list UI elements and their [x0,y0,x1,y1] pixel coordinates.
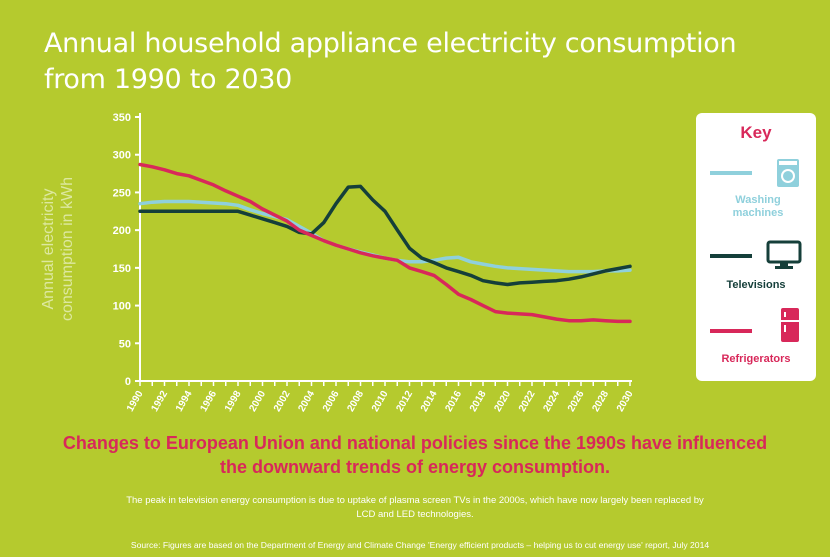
legend-swatch-televisions [710,254,752,258]
x-tick-label: 2028 [590,389,611,414]
x-tick-label: 2004 [296,389,317,414]
x-tick-label: 1992 [149,389,170,414]
y-tick-label: 0 [125,376,131,388]
x-tick-label: 2022 [517,389,538,414]
x-tick-label: 2018 [468,389,489,414]
washing-machine-icon [777,159,799,187]
chart-title: Annual household appliance electricity c… [44,28,737,95]
refrigerator-icon [781,308,799,342]
x-tick-label: 1990 [125,389,146,414]
x-tick-label: 2016 [443,389,464,414]
y-tick-label: 300 [113,150,131,162]
x-tick-label: 2008 [345,389,366,414]
series-line-televisions [138,184,632,287]
headline: Changes to European Union and national p… [62,433,768,477]
y-tick-label: 100 [113,301,131,313]
x-tick-label: 2020 [492,389,513,414]
legend-swatch-washing-machines [710,171,752,175]
x-tick-label: 2030 [615,389,636,414]
legend-swatch-refrigerators [710,329,752,333]
x-tick-label: 2026 [566,389,587,414]
legend: Key Washing machines Televisions Refrige… [696,113,816,381]
x-tick-label: 2002 [272,389,293,414]
x-tick-label: 1994 [174,389,195,414]
x-tick-label: 2014 [419,389,440,414]
y-tick-label: 150 [113,263,131,275]
y-tick-label: 50 [119,338,131,350]
television-icon [766,240,802,269]
footnote: The peak in television energy consumptio… [126,495,704,520]
source-note: Source: Figures are based on the Departm… [130,540,710,550]
series-line-refrigerators [138,162,632,324]
x-tick-label: 1996 [198,389,219,414]
x-tick-label: 2012 [394,389,415,414]
legend-label-washing-machines: Washing machines [732,194,784,219]
y-tick-labels: 0 50 100 150 200 250 300 350 [113,112,131,388]
x-tick-labels: 1990 1992 1994 1996 1998 2000 2002 2004 2006 2008… [125,389,636,414]
y-tick-label: 200 [113,225,131,237]
legend-label-televisions: Televisions [726,279,786,291]
y-tick-label: 250 [113,187,131,199]
x-tick-label: 1998 [223,389,244,414]
x-tick-label: 2000 [247,389,268,414]
y-tick-label: 350 [113,112,131,124]
x-tick-label: 2010 [370,389,391,414]
x-tick-label: 2024 [541,389,562,414]
axes [135,113,632,386]
series-lines [138,162,632,324]
legend-title: Key [740,123,772,142]
x-tick-label: 2006 [321,389,342,414]
legend-label-refrigerators: Refrigerators [721,353,791,365]
